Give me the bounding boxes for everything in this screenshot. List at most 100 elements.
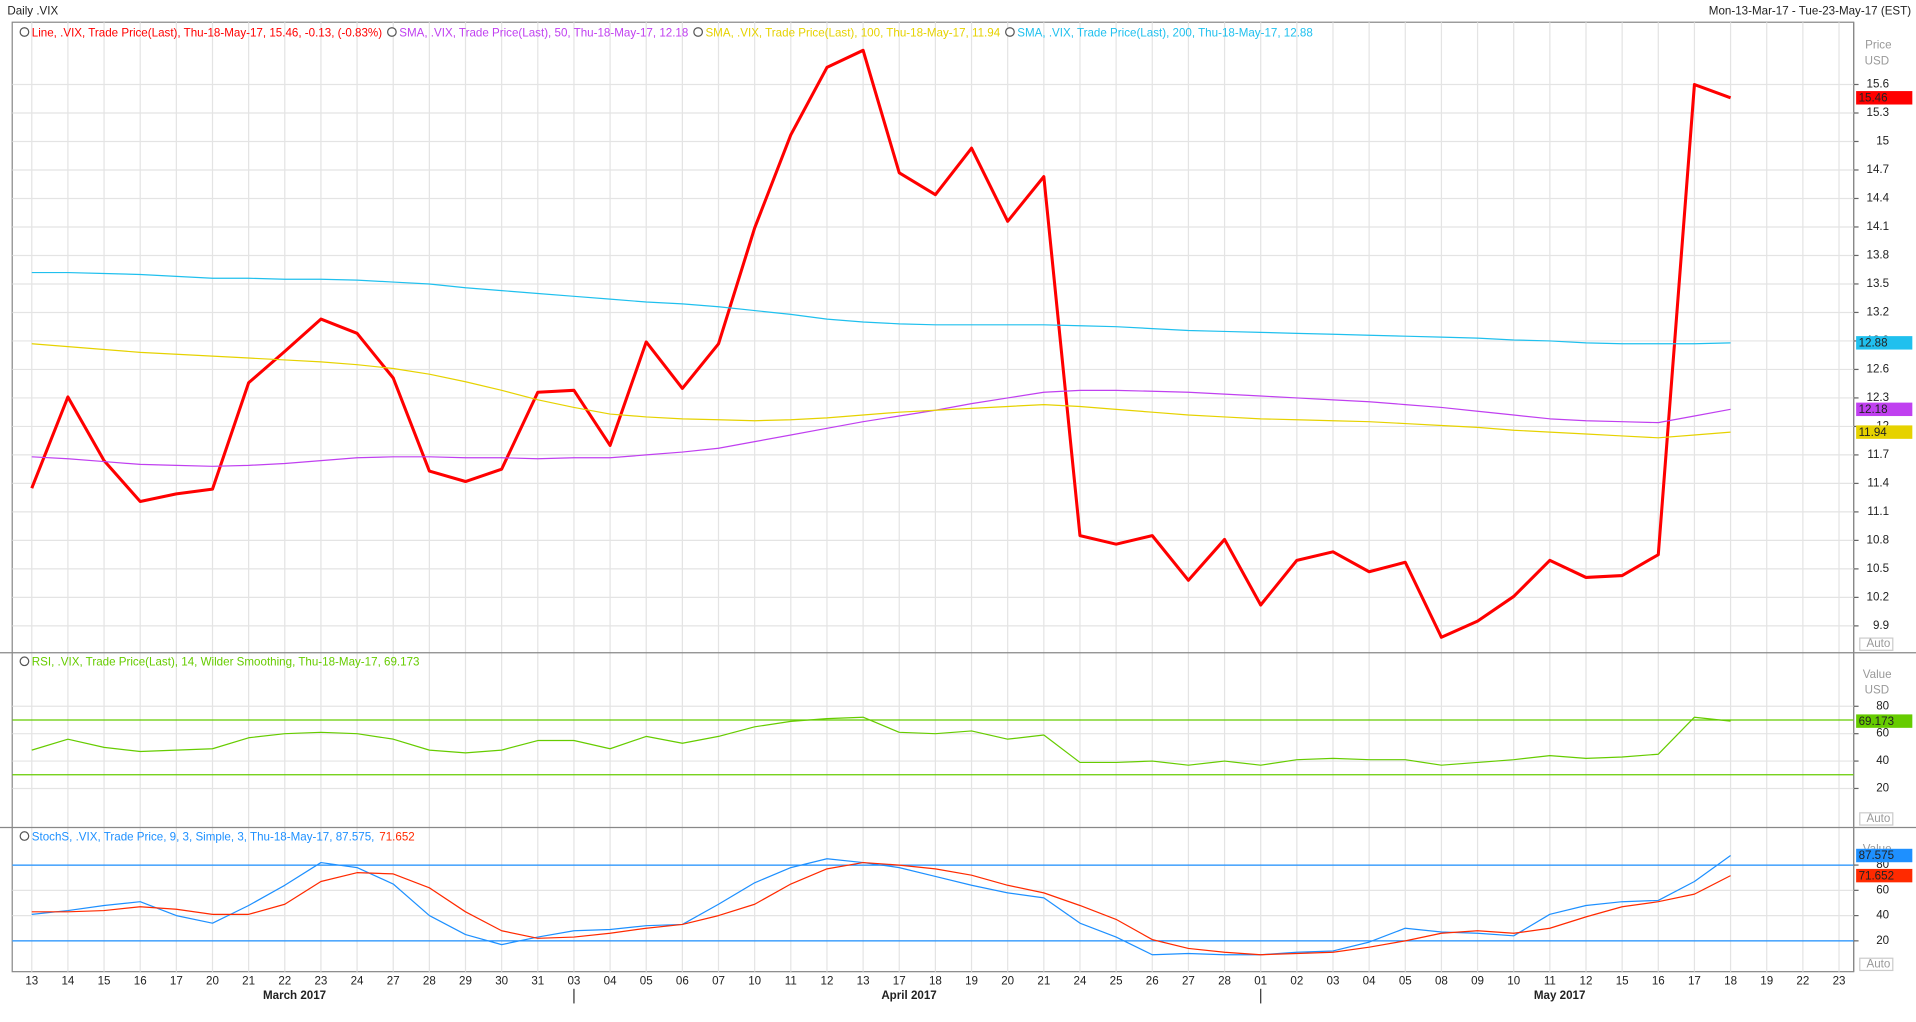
- value-tag-label: 15.46: [1859, 91, 1888, 104]
- x-tick-label: 03: [1327, 975, 1340, 988]
- scale-mode: Auto: [1866, 812, 1890, 825]
- legend-icon: [387, 27, 397, 37]
- x-tick-label: 18: [1724, 975, 1737, 988]
- x-tick-label: 14: [61, 975, 74, 988]
- x-tick-label: 17: [170, 975, 183, 988]
- scale-button: [1859, 812, 1894, 826]
- x-tick-label: 17: [893, 975, 906, 988]
- x-tick-label: 27: [387, 975, 400, 988]
- x-tick-label: 25: [1110, 975, 1123, 988]
- x-tick-label: 27: [1182, 975, 1195, 988]
- x-tick-label: 20: [1001, 975, 1014, 988]
- month-label: March 2017: [263, 989, 326, 1002]
- y-tick-label: 10.2: [1867, 590, 1890, 603]
- x-tick-label: 24: [1074, 975, 1087, 988]
- y-tick-label: 20: [1876, 934, 1889, 947]
- x-tick-label: 15: [1616, 975, 1629, 988]
- y-tick-label: 80: [1876, 699, 1889, 712]
- y-tick-label: 13.2: [1867, 306, 1890, 319]
- x-tick-label: 18: [929, 975, 942, 988]
- x-tick-label: 24: [351, 975, 364, 988]
- y-tick-label: 40: [1876, 754, 1889, 767]
- y-tick-label: 9.9: [1873, 619, 1889, 632]
- x-tick-label: 02: [1290, 975, 1303, 988]
- scale-mode: Auto: [1866, 957, 1890, 970]
- x-tick-label: 21: [1037, 975, 1050, 988]
- chart-title: Daily .VIX: [7, 4, 58, 17]
- y-tick-label: 40: [1876, 909, 1889, 922]
- y-tick-label: 13.5: [1867, 277, 1890, 290]
- value-tag: [1856, 336, 1913, 350]
- y-tick-label: 11.7: [1867, 448, 1889, 461]
- x-tick-label: 03: [567, 975, 580, 988]
- x-tick-label: 30: [495, 975, 508, 988]
- legend-entry: 71.652: [379, 830, 414, 843]
- y-tick-label: 14.1: [1867, 220, 1890, 233]
- y-tick-label: 10.8: [1867, 533, 1890, 546]
- y-tick-label: 15.6: [1867, 78, 1890, 91]
- x-tick-label: 23: [314, 975, 327, 988]
- x-tick-label: 11: [1544, 975, 1556, 988]
- x-tick-label: 28: [1218, 975, 1231, 988]
- x-tick-label: 21: [242, 975, 255, 988]
- x-tick-label: 31: [531, 975, 544, 988]
- legend-entry: RSI, .VIX, Trade Price(Last), 14, Wilder…: [32, 656, 420, 669]
- scale-button: [1859, 957, 1894, 972]
- series-line: [31, 716, 1731, 766]
- x-tick-label: 19: [1760, 975, 1773, 988]
- panel: [12, 855, 1854, 956]
- value-tag-label: 71.652: [1859, 869, 1894, 882]
- y-tick-label: 10.5: [1867, 562, 1890, 575]
- value-tag-label: 12.18: [1859, 403, 1888, 416]
- y-tick-label: 60: [1876, 883, 1889, 896]
- legend-icon: [1005, 27, 1015, 37]
- x-tick-label: 22: [278, 975, 291, 988]
- legend-icon: [19, 831, 30, 841]
- series-line: [30, 48, 1732, 639]
- x-tick-label: 13: [25, 975, 38, 988]
- x-tick-label: 19: [965, 975, 978, 988]
- x-tick-label: 04: [1363, 975, 1376, 988]
- axis-label: Price: [1865, 39, 1891, 52]
- x-tick-label: 05: [640, 975, 653, 988]
- x-tick-label: 07: [712, 975, 725, 988]
- x-tick-label: 22: [1796, 975, 1809, 988]
- x-tick-label: 16: [1652, 975, 1665, 988]
- value-tag-label: 69.173: [1859, 715, 1894, 728]
- legend-entry: Line, .VIX, Trade Price(Last), Thu-18-Ma…: [32, 26, 382, 39]
- value-tag: [1856, 714, 1913, 728]
- x-tick-label: 20: [206, 975, 219, 988]
- panel: [12, 48, 1854, 639]
- x-tick-label: 17: [1688, 975, 1701, 988]
- x-tick-label: 04: [604, 975, 617, 988]
- panel: [12, 705, 1854, 790]
- legend-entry: SMA, .VIX, Trade Price(Last), 200, Thu-1…: [1017, 26, 1313, 39]
- x-tick-label: 16: [134, 975, 147, 988]
- legend-icon: [19, 656, 30, 667]
- series-line: [31, 389, 1731, 467]
- y-tick-label: 14.4: [1867, 192, 1890, 205]
- x-tick-label: 29: [459, 975, 472, 988]
- x-tick-label: 13: [857, 975, 870, 988]
- legend-icon: [19, 27, 30, 37]
- x-tick-label: 15: [98, 975, 111, 988]
- axis-label: Value: [1863, 668, 1892, 681]
- legend-entry: SMA, .VIX, Trade Price(Last), 100, Thu-1…: [705, 26, 1000, 39]
- y-tick-label: 12.3: [1867, 391, 1890, 404]
- y-tick-label: 13.8: [1867, 249, 1890, 262]
- scale-mode: Auto: [1866, 637, 1890, 650]
- legend-entry: SMA, .VIX, Trade Price(Last), 50, Thu-18…: [399, 26, 688, 39]
- x-tick-label: 12: [821, 975, 834, 988]
- x-tick-label: 05: [1399, 975, 1412, 988]
- value-tag: [1856, 402, 1913, 417]
- x-tick-label: 10: [1507, 975, 1520, 988]
- legend-entry: StochS, .VIX, Trade Price, 9, 3, Simple,…: [32, 830, 375, 843]
- value-tag: [1856, 868, 1913, 883]
- y-tick-label: 20: [1876, 782, 1889, 795]
- y-tick-label: 11.1: [1867, 505, 1889, 518]
- x-tick-label: 11: [785, 975, 797, 988]
- x-tick-label: 28: [423, 975, 436, 988]
- series-line: [31, 855, 1731, 956]
- series-line: [31, 271, 1731, 345]
